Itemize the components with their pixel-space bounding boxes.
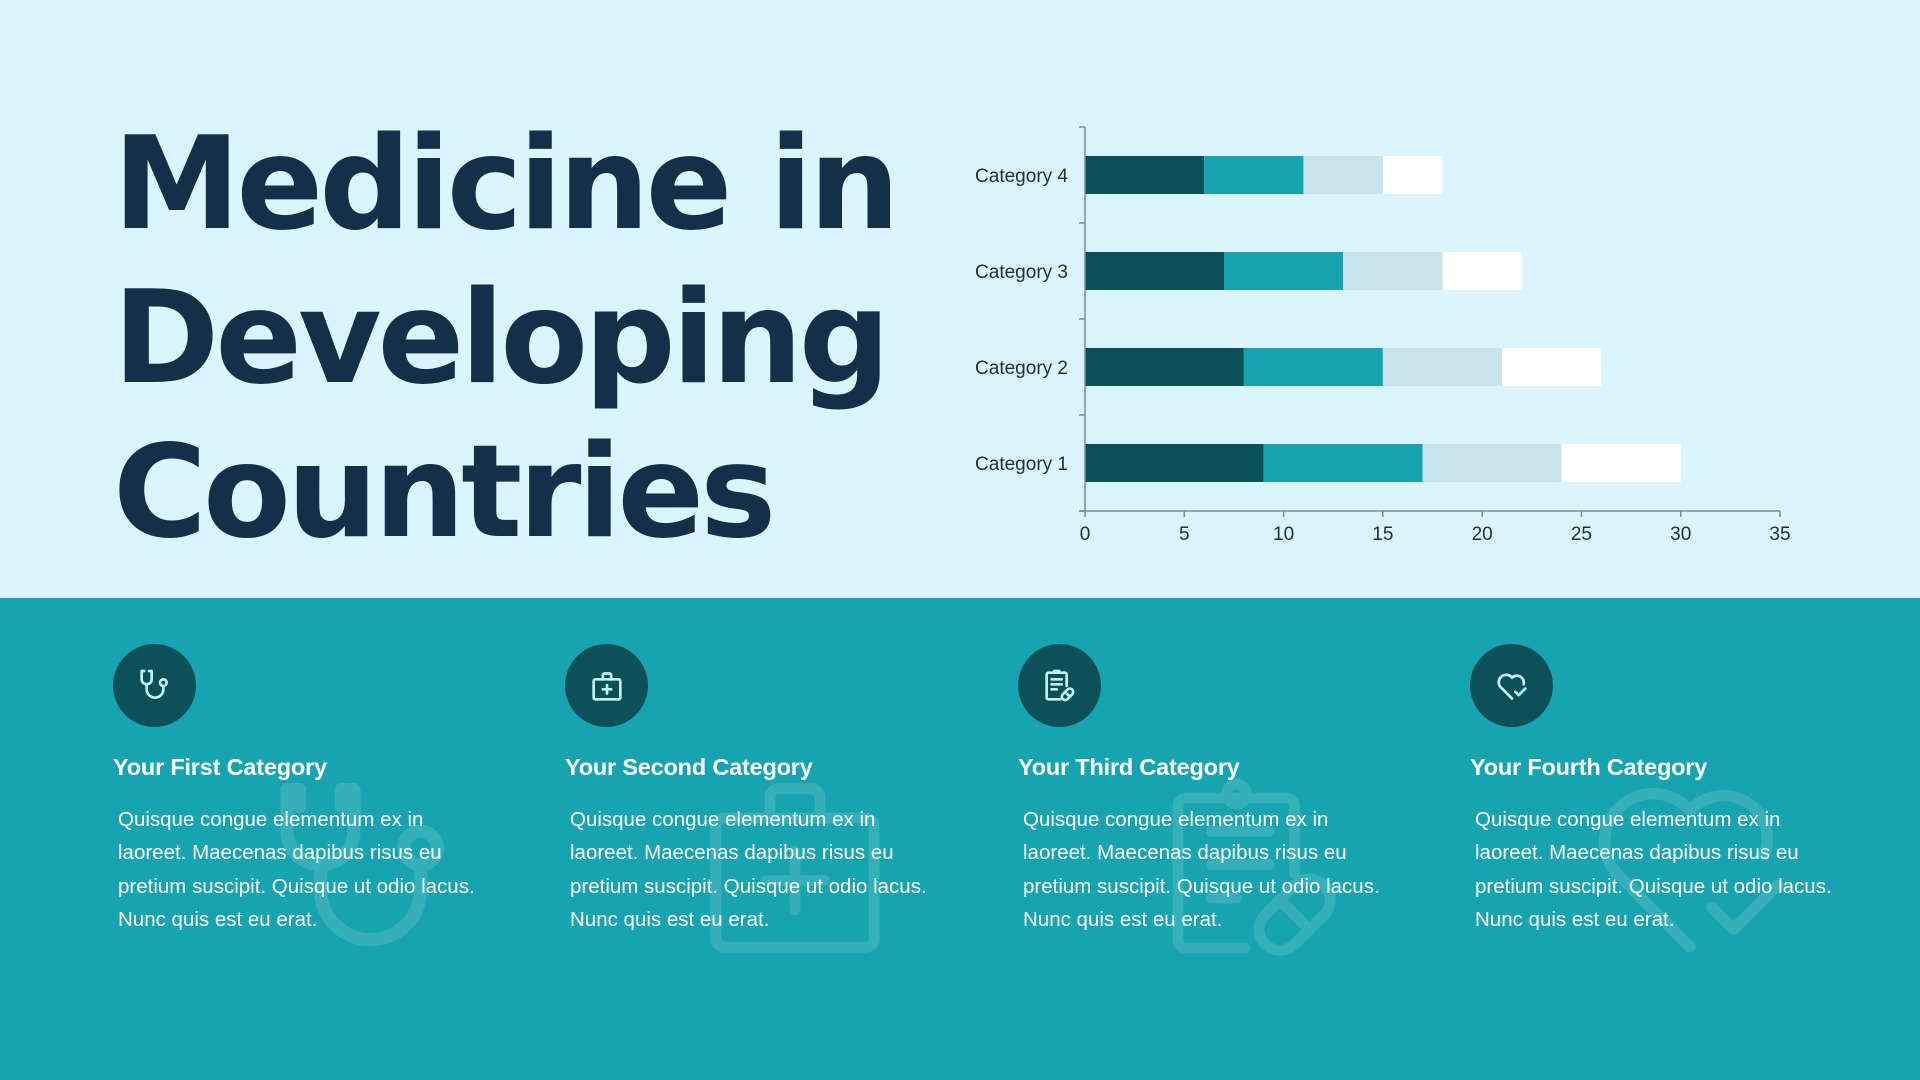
stethoscope-icon [139,669,168,699]
bar-segment [1382,156,1443,194]
icon-circle [565,644,648,727]
x-axis-tick-label: 0 [1080,524,1091,545]
stacked-bar-chart: Category 1 Category 2 Category 3 Category 4… [975,126,1791,545]
category-card-1: Your First Category Quisque congue eleme… [113,598,533,1080]
chart-bars [1085,156,1681,482]
category-card-4: Your Fourth Category Quisque congue elem… [1470,598,1890,1080]
category-card-3: Your Third Category Quisque congue eleme… [1018,598,1438,1080]
bar-segment [1085,348,1244,386]
x-axis-tick-label: 20 [1472,524,1493,545]
x-axis-tick-label: 30 [1670,524,1691,545]
title-line-3: Countries [113,418,776,567]
x-axis-labels: 0 5 10 15 20 25 30 35 [1080,524,1791,545]
bar-segment [1085,156,1205,194]
x-axis-tick-label: 15 [1372,524,1393,545]
bar-segment [1422,444,1562,482]
bar-segment [1085,252,1224,290]
bar-segment [1204,156,1304,194]
category-body: Quisque congue elementum ex in laoreet. … [1023,808,1380,931]
prescription-clipboard-watermark-icon [1172,778,1336,956]
heart-check-icon [1496,673,1527,700]
bar-segment [1442,252,1522,290]
category-card-2: Your Second Category Quisque congue elem… [565,598,985,1080]
bar-segment [1502,348,1602,386]
category-title: Your First Category [113,754,327,780]
prescription-clipboard-icon [1044,669,1075,701]
icon-circle [1018,644,1101,727]
y-axis-label: Category 2 [975,358,1068,379]
medical-kit-icon [591,671,622,701]
y-axis-labels: Category 1 Category 2 Category 3 Category 4 [975,166,1068,475]
x-axis-tick-label: 5 [1179,524,1190,545]
category-body: Quisque congue elementum ex in laoreet. … [570,808,927,931]
page-title: Medicine in Developing Countries [113,108,900,570]
bar-segment [1243,348,1383,386]
top-section: Medicine in Developing Countries Categor… [113,108,1791,570]
medical-kit-watermark-icon [710,783,880,953]
category-title: Your Fourth Category [1470,754,1708,780]
stethoscope-watermark-icon [280,783,444,947]
heart-check-watermark-icon [1598,787,1784,953]
chart-axes [1079,126,1781,517]
bar-segment [1085,444,1264,482]
bottom-section: Your First Category Quisque congue eleme… [0,598,1920,1080]
y-axis-label: Category 4 [975,166,1068,187]
icon-circle [1470,644,1553,727]
category-body: Quisque congue elementum ex in laoreet. … [118,808,475,931]
category-title: Your Second Category [565,754,813,780]
y-axis-label: Category 1 [975,454,1068,475]
bar-segment [1561,444,1681,482]
title-line-1: Medicine in [113,110,900,259]
x-axis-tick-label: 25 [1571,524,1592,545]
category-body: Quisque congue elementum ex in laoreet. … [1475,808,1832,931]
bar-segment [1303,156,1383,194]
x-axis-tick-label: 10 [1273,524,1294,545]
bar-segment [1263,444,1423,482]
x-axis-tick-label: 35 [1769,524,1790,545]
title-line-2: Developing [113,264,890,413]
category-title: Your Third Category [1018,754,1240,780]
bar-segment [1343,252,1443,290]
y-axis-label: Category 3 [975,262,1068,283]
icon-circle [113,644,196,727]
bar-segment [1382,348,1502,386]
bar-segment [1224,252,1344,290]
